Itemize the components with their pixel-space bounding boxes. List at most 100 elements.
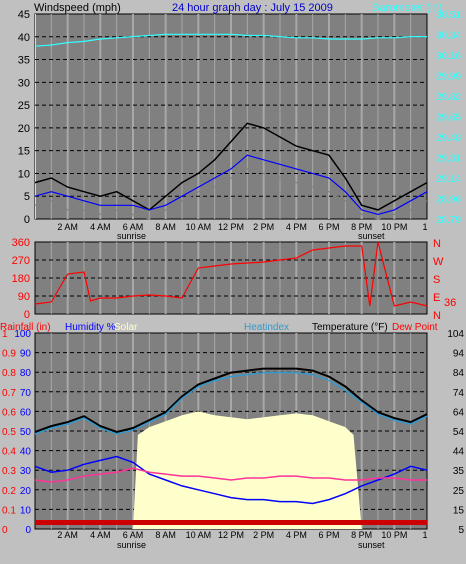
- windgust-line: [34, 168, 428, 220]
- time-tick-label: 4 PM: [286, 222, 307, 232]
- windspeed-tick-label: 45: [18, 9, 30, 21]
- temperature-tick-label: 35: [453, 466, 465, 477]
- temperature-tick-label: 44: [453, 447, 465, 458]
- temperature-line: [34, 367, 428, 434]
- direction-degree-label: 0: [24, 309, 30, 321]
- humidity-tick-label: 100: [14, 329, 31, 340]
- barometer-ticks: 28.79 28.96 29.14 29.31 29.48 29.65 29.82 29.99…: [436, 10, 461, 226]
- windavg-line: [34, 154, 428, 216]
- rainfall-tick-label: 0.1: [2, 505, 16, 516]
- windspeed-tick-label: 0: [24, 214, 30, 226]
- compass-label: N: [433, 310, 441, 322]
- windspeed-tick-label: 35: [18, 55, 30, 67]
- compass-label: W: [433, 256, 444, 268]
- time-tick-label: 1: [422, 222, 427, 232]
- panel-wind-grid: [35, 14, 427, 219]
- temperature-tick-label: 94: [453, 349, 465, 360]
- humidity-tick-label: 10: [20, 505, 32, 516]
- temperature-ticks: 5 15 25 35 44 54 64 74 84 94 104: [447, 329, 464, 536]
- time-tick-label: 8 PM: [351, 530, 372, 540]
- barometer-tick-label: 29.99: [436, 72, 461, 83]
- direction-degree-label: 180: [12, 273, 30, 285]
- windspeed-tick-label: 25: [18, 100, 30, 112]
- time-tick-label: 8 AM: [155, 530, 176, 540]
- temperature-tick-label: 54: [453, 427, 465, 438]
- time-axis-ticks-bottom: 2 AM 4 AM 6 AM 8 AM 10 AM 12 PM 2 PM 4 PM 6 PM 8 …: [57, 530, 427, 540]
- time-tick-label: 10 PM: [381, 222, 407, 232]
- time-tick-label: 6 PM: [318, 222, 339, 232]
- humidity-axis-title: Humidity %: [65, 322, 116, 333]
- sunset-label-bottom: sunset: [358, 540, 385, 550]
- rainfall-bar: [35, 520, 427, 525]
- time-tick-label: 6 AM: [123, 222, 144, 232]
- windspeed-axis-title: Windspeed (mph): [34, 2, 121, 14]
- windspeed-tick-label: 40: [18, 32, 30, 44]
- time-tick-label: 10 PM: [381, 530, 407, 540]
- time-tick-label: 2 AM: [57, 530, 78, 540]
- barometer-tick-label: 30.51: [436, 10, 461, 21]
- rainfall-tick-label: 0.7: [2, 388, 16, 399]
- rainfall-tick-label: 1: [2, 329, 8, 340]
- barometer-tick-label: 30.16: [436, 51, 461, 62]
- humidity-tick-label: 0: [25, 525, 31, 536]
- sunset-label: sunset: [358, 231, 385, 241]
- compass-label: N: [433, 238, 441, 250]
- temperature-tick-label: 15: [453, 505, 465, 516]
- temperature-tick-label: 5: [458, 525, 464, 536]
- heatindex-line: [34, 371, 428, 435]
- panel-wind-series: [34, 33, 428, 220]
- time-tick-label: 12 PM: [218, 222, 244, 232]
- barometer-tick-label: 29.14: [436, 174, 461, 185]
- temperature-series: [34, 367, 428, 505]
- barometer-tick-label: 29.82: [436, 92, 461, 103]
- time-tick-label: 2 PM: [253, 222, 274, 232]
- barometer-tick-label: 30.34: [436, 31, 461, 42]
- barometer-tick-label: 29.48: [436, 133, 461, 144]
- temperature-axis-title: Temperature (°F): [312, 322, 388, 333]
- rainfall-tick-label: 0.6: [2, 407, 16, 418]
- windspeed-tick-label: 10: [18, 168, 30, 180]
- barometer-tick-label: 29.65: [436, 113, 461, 124]
- barometer-tick-label: 28.79: [436, 215, 461, 226]
- time-tick-label: 4 AM: [90, 222, 111, 232]
- temperature-tick-label: 64: [453, 407, 465, 418]
- time-tick-label: 6 AM: [123, 530, 144, 540]
- temperature-tick-label: 74: [453, 388, 465, 399]
- direction-grid: [35, 242, 427, 314]
- compass-label: S: [433, 274, 440, 286]
- dewpoint-axis-title: Dew Point: [392, 322, 438, 333]
- compass-label: E: [433, 292, 440, 304]
- barometer-tick-label: 29.31: [436, 154, 461, 165]
- rainfall-tick-label: 0.3: [2, 466, 16, 477]
- humidity-tick-label: 30: [20, 466, 32, 477]
- direction-degree-ticks: 0 90 180 270 360: [12, 237, 30, 321]
- time-tick-label: 2 PM: [253, 530, 274, 540]
- time-tick-label: 6 PM: [318, 530, 339, 540]
- time-tick-label: 8 PM: [351, 222, 372, 232]
- barometer-tick-label: 28.96: [436, 195, 461, 206]
- direction-degree-label: 270: [12, 255, 30, 267]
- humidity-tick-label: 50: [20, 427, 32, 438]
- rainfall-tick-label: 0.8: [2, 368, 16, 379]
- time-tick-label: 4 AM: [90, 530, 111, 540]
- humidity-ticks: 0 10 20 30 40 50 60 70 80 90 100: [14, 329, 31, 536]
- direction-current-value: 36: [444, 297, 456, 309]
- rainfall-tick-label: 0.4: [2, 447, 16, 458]
- barometer-line: [34, 33, 427, 47]
- rainfall-ticks: 0 0.1 0.2 0.3 0.4 0.5 0.6 0.7 0.8 0.9 1: [2, 329, 16, 536]
- time-tick-label: 2 AM: [57, 222, 78, 232]
- windspeed-tick-label: 30: [18, 77, 30, 89]
- windspeed-tick-label: 5: [24, 191, 30, 203]
- humidity-tick-label: 70: [20, 388, 32, 399]
- windspeed-line: [34, 122, 428, 211]
- time-tick-label: 4 PM: [286, 530, 307, 540]
- rainfall-axis-title: Rainfall (in): [0, 322, 51, 333]
- sunrise-label: sunrise: [117, 231, 146, 241]
- time-axis-ticks: 2 AM 4 AM 6 AM 8 AM 10 AM 12 PM 2 PM 4 PM 6 PM 8 …: [57, 222, 427, 232]
- direction-degree-label: 360: [12, 237, 30, 249]
- chart-title: 24 hour graph day : July 15 2009: [172, 2, 333, 14]
- humidity-tick-label: 60: [20, 407, 32, 418]
- rainfall-tick-label: 0.9: [2, 349, 16, 360]
